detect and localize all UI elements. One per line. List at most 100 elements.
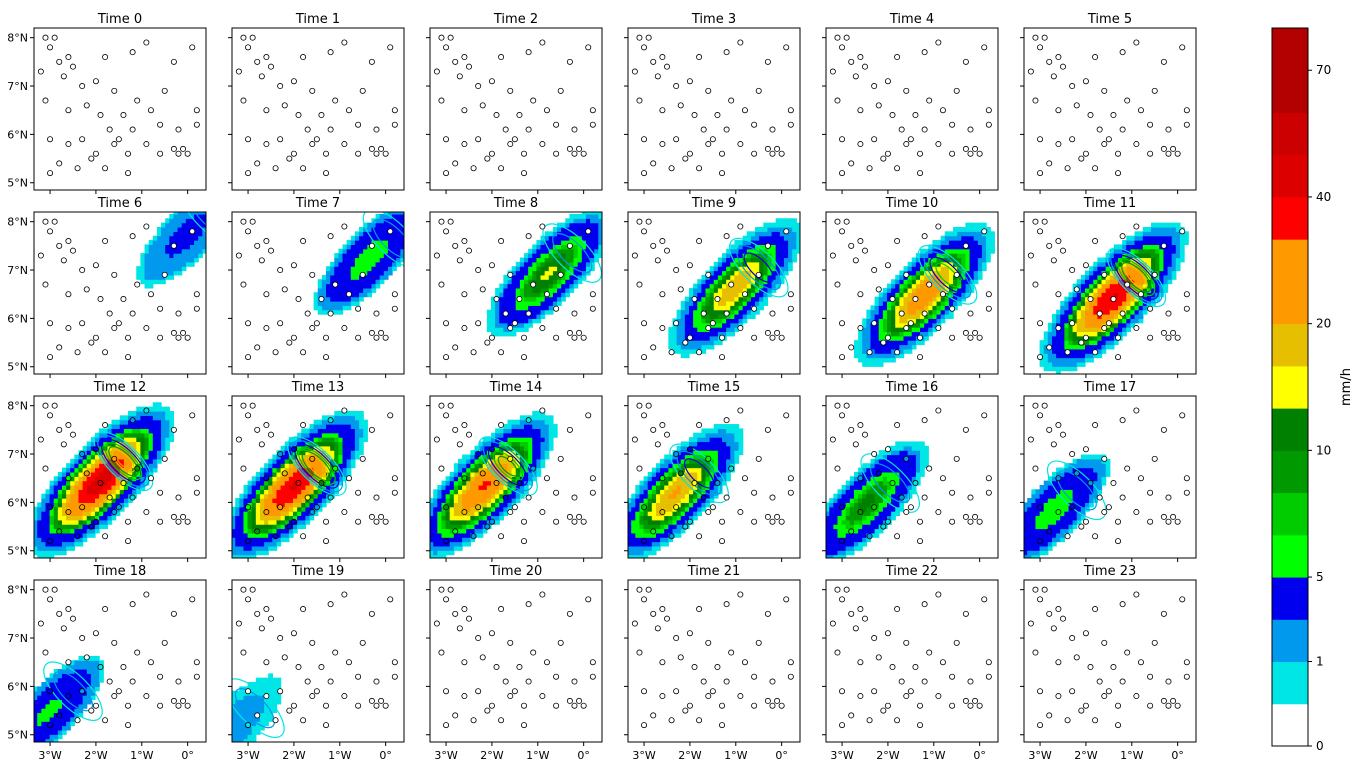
panel-title: Time 8 bbox=[493, 196, 538, 211]
rain-cell bbox=[734, 261, 740, 267]
rain-cell bbox=[392, 240, 397, 245]
station-marker bbox=[641, 228, 648, 235]
rain-cell bbox=[421, 515, 426, 520]
rain-cell bbox=[911, 287, 917, 293]
rain-cell bbox=[29, 537, 34, 542]
rain-cell bbox=[276, 471, 282, 477]
station-marker bbox=[111, 509, 118, 516]
rain-cell bbox=[689, 305, 694, 311]
station-marker bbox=[304, 310, 311, 317]
rain-cell bbox=[396, 205, 401, 210]
station-marker bbox=[161, 455, 168, 462]
rain-cell bbox=[433, 537, 438, 543]
station-marker bbox=[677, 286, 684, 293]
station-marker bbox=[475, 267, 482, 274]
rain-cell bbox=[78, 519, 84, 525]
station-marker bbox=[327, 494, 334, 501]
rain-cell bbox=[519, 300, 525, 306]
rain-cell bbox=[858, 353, 863, 359]
station-marker bbox=[368, 145, 375, 152]
rain-cell bbox=[548, 309, 554, 315]
rain-cell bbox=[41, 537, 47, 543]
contour-ring bbox=[305, 454, 329, 478]
station-marker bbox=[673, 136, 680, 143]
station-marker bbox=[939, 291, 946, 298]
rain-cell bbox=[907, 274, 913, 280]
rain-cell bbox=[775, 226, 781, 232]
rain-cell bbox=[1109, 279, 1115, 285]
rain-cell bbox=[907, 340, 913, 346]
rain-cell bbox=[713, 279, 719, 285]
station-marker bbox=[180, 145, 187, 152]
rain-cell bbox=[569, 218, 575, 224]
rain-cell bbox=[726, 327, 731, 333]
station-marker bbox=[134, 97, 141, 104]
rain-cell bbox=[53, 532, 59, 538]
rain-cell bbox=[313, 305, 319, 311]
rain-cell bbox=[1080, 309, 1086, 315]
rain-cell bbox=[177, 266, 183, 272]
station-marker bbox=[465, 63, 472, 70]
rain-cell bbox=[103, 489, 108, 495]
rain-cell bbox=[961, 274, 967, 280]
rain-cell bbox=[57, 519, 63, 525]
rain-cell bbox=[338, 428, 344, 434]
rain-cell bbox=[928, 300, 934, 306]
rain-cell bbox=[532, 300, 538, 306]
rain-cell bbox=[1056, 353, 1061, 359]
station-marker bbox=[764, 329, 771, 336]
station-marker bbox=[682, 155, 689, 162]
rain-cell bbox=[413, 205, 418, 210]
rain-cell bbox=[363, 248, 368, 254]
station-marker bbox=[193, 305, 200, 312]
rain-cell bbox=[990, 235, 995, 241]
station-marker bbox=[56, 426, 63, 433]
rain-cell bbox=[313, 300, 319, 306]
rain-cell bbox=[548, 270, 554, 276]
rain-cell bbox=[870, 331, 876, 337]
rain-cell bbox=[74, 463, 80, 469]
rain-cell bbox=[421, 542, 426, 547]
station-marker bbox=[884, 262, 891, 269]
rain-cell bbox=[251, 493, 257, 499]
station-marker bbox=[673, 83, 680, 90]
rain-cell bbox=[548, 253, 554, 259]
rain-cell bbox=[123, 489, 129, 495]
rain-cell bbox=[767, 274, 773, 280]
station-marker bbox=[1160, 58, 1167, 65]
rain-cell bbox=[911, 327, 917, 333]
rain-cell bbox=[783, 218, 789, 224]
rain-cell bbox=[1109, 314, 1115, 319]
rain-cell bbox=[973, 248, 979, 254]
rain-cell bbox=[585, 212, 591, 215]
rain-cell bbox=[136, 450, 142, 456]
rain-cell bbox=[915, 279, 921, 285]
rain-cell bbox=[701, 331, 707, 337]
rain-cell bbox=[536, 309, 542, 315]
rain-cell bbox=[359, 257, 364, 263]
rain-cell bbox=[920, 253, 925, 259]
rain-cell bbox=[561, 292, 566, 298]
rain-cell bbox=[232, 554, 236, 558]
rain-cell bbox=[874, 309, 880, 315]
rain-cell bbox=[334, 270, 340, 276]
station-marker bbox=[180, 513, 187, 520]
rain-cell bbox=[288, 463, 294, 469]
rain-cell bbox=[264, 484, 269, 490]
station-marker bbox=[47, 136, 54, 143]
station-marker bbox=[368, 329, 375, 336]
rain-cell bbox=[862, 327, 867, 333]
rain-cell bbox=[590, 261, 595, 267]
rain-cell bbox=[750, 309, 756, 315]
rain-cell bbox=[70, 480, 75, 486]
rain-cell bbox=[53, 511, 59, 517]
rain-cell bbox=[342, 274, 348, 280]
station-marker bbox=[245, 44, 252, 51]
rain-cell bbox=[672, 344, 678, 350]
rain-cell bbox=[1155, 283, 1160, 289]
rain-cell bbox=[771, 266, 777, 272]
rain-cell bbox=[783, 266, 789, 272]
rain-cell bbox=[404, 249, 409, 254]
rain-cell bbox=[870, 353, 876, 359]
rain-cell bbox=[268, 489, 273, 495]
